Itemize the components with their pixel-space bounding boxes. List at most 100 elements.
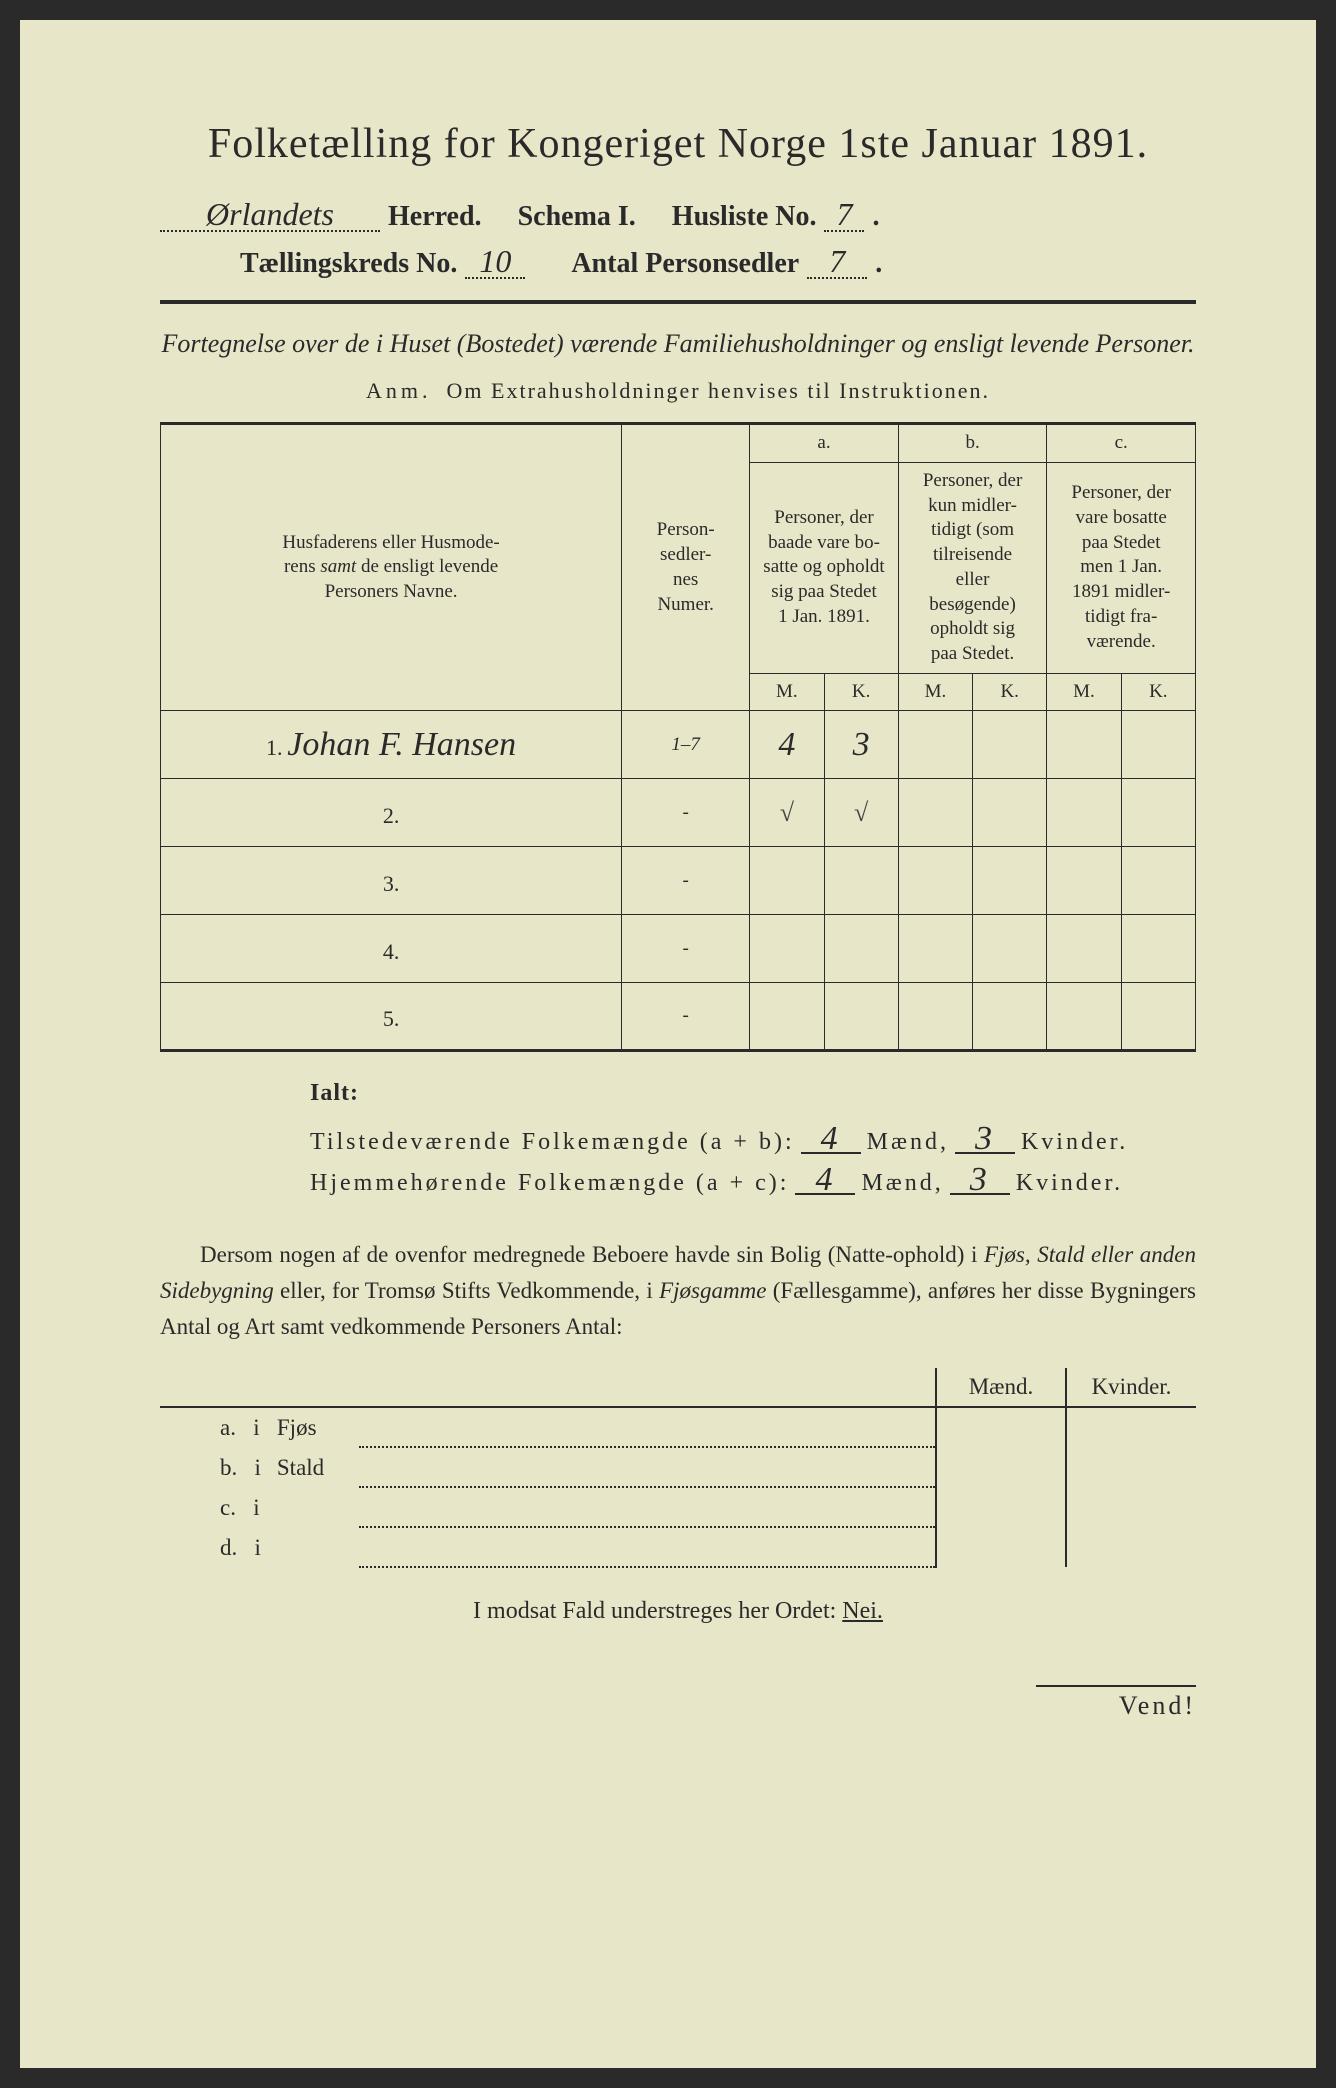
cell-c-k [1121,915,1195,983]
side-dots [359,1527,936,1567]
cell-c-m [1047,983,1121,1051]
side-lbl: c. i [160,1487,269,1527]
main-table: Husfaderens eller Husmode-rens samt de e… [160,422,1196,1052]
side-name [269,1527,359,1567]
col-name-header: Husfaderens eller Husmode-rens samt de e… [161,424,622,711]
side-m-val [936,1447,1066,1487]
cell-c-m [1047,915,1121,983]
b-k: K. [973,673,1047,711]
cell-c-m [1047,847,1121,915]
personsedler-label: Antal Personsedler [571,248,799,280]
side-k-val [1066,1527,1196,1567]
census-form-page: Folketælling for Kongeriget Norge 1ste J… [20,20,1316,2068]
ialt-line-2: Hjemmehørende Folkemængde (a + c): 4 Mæn… [310,1166,1196,1197]
cell-c-k [1121,779,1195,847]
side-dots [359,1407,936,1447]
side-name: Fjøs [269,1407,359,1447]
paragraph: Dersom nogen af de ovenfor medregnede Be… [160,1237,1196,1344]
cell-b-k [973,983,1047,1051]
side-k-val [1066,1407,1196,1447]
hjemme-k: 3 [950,1166,1010,1195]
side-row: d. i [160,1527,1196,1567]
cell-a-m [750,847,824,915]
cell-b-m [898,779,972,847]
ialt-block: Ialt: Tilstedeværende Folkemængde (a + b… [160,1080,1196,1197]
modsat-line: I modsat Fald understreges her Ordet: Ne… [160,1598,1196,1625]
table-row: 4. - [161,915,1196,983]
cell-a-m: √ [750,779,824,847]
cell-c-k [1121,711,1195,779]
row-name-cell: 3. [161,847,622,915]
cell-c-m [1047,711,1121,779]
row-numer-cell: 1–7 [622,711,750,779]
side-row: a. iFjøs [160,1407,1196,1447]
cell-a-k: 3 [824,711,898,779]
rule-1 [160,300,1196,304]
side-k-val [1066,1487,1196,1527]
husliste-label: Husliste No. [672,201,817,233]
ialt-line-1: Tilstedeværende Folkemængde (a + b): 4 M… [310,1125,1196,1156]
cell-a-m [750,915,824,983]
col-c-label: c. [1047,424,1196,463]
ialt-title: Ialt: [310,1080,1196,1107]
cell-c-k [1121,983,1195,1051]
side-lbl: a. i [160,1407,269,1447]
row-name-cell: 2. [161,779,622,847]
row-numer-cell: - [622,779,750,847]
side-row: c. i [160,1487,1196,1527]
a-k: K. [824,673,898,711]
table-row: 2. -√√ [161,779,1196,847]
cell-b-k [973,711,1047,779]
c-k: K. [1121,673,1195,711]
kreds-no: 10 [465,245,525,279]
cell-b-m [898,915,972,983]
table-row: 3. - [161,847,1196,915]
row-name-cell: 5. [161,983,622,1051]
row-numer-cell: - [622,983,750,1051]
col-b-label: b. [898,424,1047,463]
header-line-2: Tællingskreds No. 10 Antal Personsedler … [160,245,1196,280]
row-name-cell: 1. Johan F. Hansen [161,711,622,779]
side-lbl: b. i [160,1447,269,1487]
side-k-val [1066,1447,1196,1487]
cell-a-m: 4 [750,711,824,779]
side-m-val [936,1407,1066,1447]
c-m: M. [1047,673,1121,711]
schema-label: Schema I. [518,201,636,233]
table-row: 1. Johan F. Hansen1–743 [161,711,1196,779]
cell-a-k [824,983,898,1051]
cell-b-k [973,847,1047,915]
tilstede-k: 3 [955,1125,1015,1154]
anm-text: Om Extrahusholdninger henvises til Instr… [447,378,990,403]
side-lbl: d. i [160,1527,269,1567]
cell-a-k: √ [824,779,898,847]
side-name: Stald [269,1447,359,1487]
anm-label: Anm. [366,378,432,403]
cell-b-m [898,847,972,915]
cell-a-m [750,983,824,1051]
header-line-1: Ørlandets Herred. Schema I. Husliste No.… [160,198,1196,233]
side-m-val [936,1527,1066,1567]
cell-b-m [898,711,972,779]
side-row: b. iStald [160,1447,1196,1487]
cell-b-k [973,915,1047,983]
herred-label: Herred. [388,201,482,233]
vend-label: Vend! [1036,1685,1196,1721]
cell-c-m [1047,779,1121,847]
col-a-text: Personer, derbaade vare bo-satte og opho… [750,463,899,674]
cell-a-k [824,915,898,983]
nei-word: Nei. [842,1598,883,1624]
a-m: M. [750,673,824,711]
husliste-no: 7 [824,198,864,232]
col-c-text: Personer, dervare bosattepaa Stedetmen 1… [1047,463,1196,674]
tilstede-m: 4 [801,1125,861,1154]
anm-line: Anm. Om Extrahusholdninger henvises til … [160,378,1196,404]
side-maend: Mænd. [936,1368,1066,1407]
row-numer-cell: - [622,915,750,983]
side-table: Mænd. Kvinder. a. iFjøs b. iStald c. i d… [160,1368,1196,1568]
table-row: 5. - [161,983,1196,1051]
herred-value: Ørlandets [160,198,380,232]
personsedler-no: 7 [807,245,867,279]
cell-b-m [898,983,972,1051]
col-a-label: a. [750,424,899,463]
